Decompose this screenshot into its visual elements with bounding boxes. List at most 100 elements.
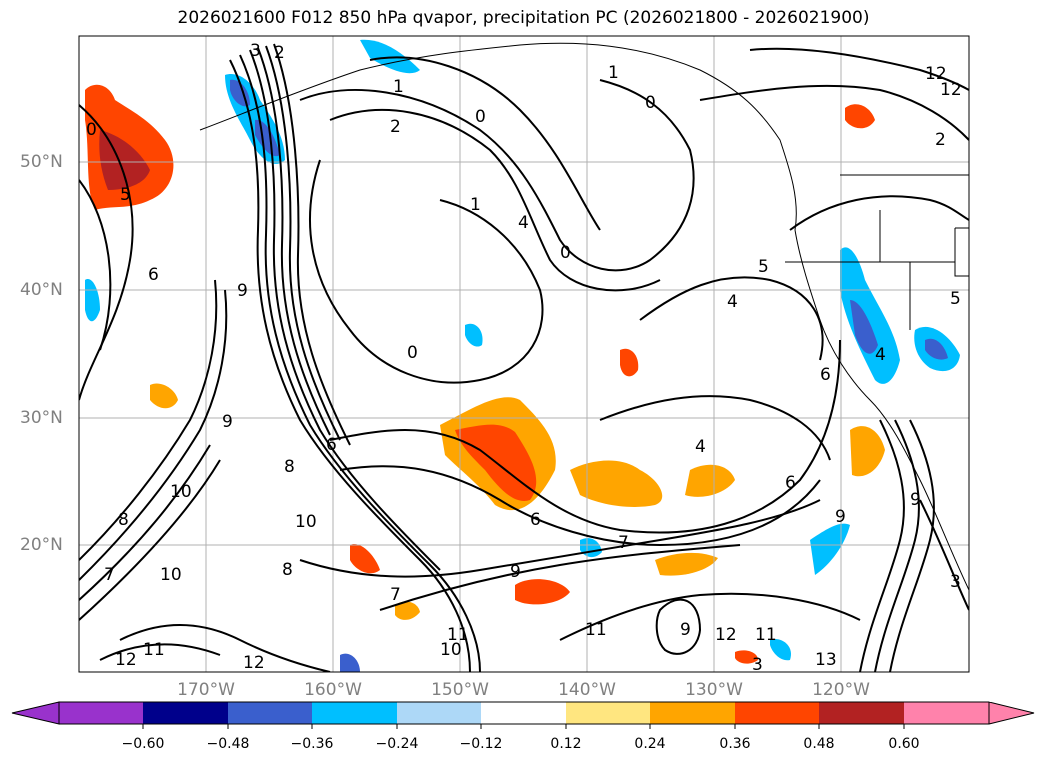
colorbar-tick-label: −0.36 xyxy=(290,736,334,752)
contour-label: 10 xyxy=(295,512,317,532)
contour-label: 12 xyxy=(715,625,737,645)
precip-patch xyxy=(570,460,663,507)
contour-label: 12 xyxy=(243,653,265,673)
colorbar-tick-label: −0.12 xyxy=(459,736,503,752)
map-title: 2026021600 F012 850 hPa qvapor, precipit… xyxy=(177,8,870,28)
precip-patch xyxy=(655,552,718,576)
colorbar xyxy=(11,701,1035,729)
contour-label: 9 xyxy=(510,562,521,582)
precip-patch xyxy=(770,639,791,661)
colorbar-tick-label: −0.48 xyxy=(206,736,250,752)
contour-label: 7 xyxy=(390,585,401,605)
lon-label-170w: 170°W xyxy=(177,680,235,700)
contour-label: 0 xyxy=(407,343,418,363)
contour-label: 3 xyxy=(950,572,961,592)
colorbar-segment xyxy=(312,702,397,724)
contour-label: 0 xyxy=(645,93,656,113)
contour-label: 5 xyxy=(950,289,961,309)
precip-patch xyxy=(685,464,735,497)
contour-label: 1 xyxy=(393,77,404,97)
lon-label-130w: 130°W xyxy=(685,680,743,700)
lon-label-140w: 140°W xyxy=(558,680,616,700)
contour-label: 2 xyxy=(274,43,285,63)
contour-label: 6 xyxy=(148,265,159,285)
contour-label: 7 xyxy=(618,533,629,553)
contour-label: 11 xyxy=(585,620,607,640)
precip-patch xyxy=(395,601,420,620)
contour-label: 6 xyxy=(785,473,796,493)
contour-label: 9 xyxy=(237,281,248,301)
contour-label: 1 xyxy=(608,63,619,83)
contour-label: 9 xyxy=(835,507,846,527)
colorbar-tick-label: 0.48 xyxy=(803,736,835,752)
contour-label: 10 xyxy=(160,565,182,585)
colorbar-tick-label: 0.24 xyxy=(634,736,666,752)
qvapor-contours xyxy=(79,43,969,672)
contour-label: 3 xyxy=(250,41,261,61)
contour-label: 6 xyxy=(326,435,337,455)
colorbar-segment xyxy=(650,702,735,724)
contour-label: 4 xyxy=(875,345,886,365)
colorbar-segment xyxy=(12,702,59,724)
contour-labels: 3 2 1 0 2 1 0 4 0 1 2 0 9 6 6 5 4 6 9 10… xyxy=(86,41,962,675)
lat-label-50n: 50°N xyxy=(20,152,63,172)
colorbar-tick-label: 0.36 xyxy=(719,736,751,752)
contour-label: 0 xyxy=(86,120,97,140)
contour-label: 8 xyxy=(282,560,293,580)
contour-label: 4 xyxy=(695,437,706,457)
contour-label: 1 xyxy=(470,195,481,215)
contour-label: 6 xyxy=(530,510,541,530)
colorbar-segment xyxy=(989,702,1034,724)
precip-patch xyxy=(840,247,900,384)
precip-patch xyxy=(360,39,420,74)
precip-patch xyxy=(150,383,178,409)
contour-label: 9 xyxy=(222,412,233,432)
contour-label: 5 xyxy=(758,257,769,277)
colorbar-segment xyxy=(819,702,904,724)
contour-label: 6 xyxy=(820,365,831,385)
contour-label: 0 xyxy=(475,107,486,127)
colorbar-tick-label: −0.24 xyxy=(375,736,419,752)
colorbar-segment xyxy=(481,702,566,724)
contour-label: 9 xyxy=(910,490,921,510)
contour-label: 8 xyxy=(284,457,295,477)
precip-patch xyxy=(845,104,875,129)
colorbar-segment xyxy=(228,702,312,724)
contour-label: 2 xyxy=(935,130,946,150)
lat-label-40n: 40°N xyxy=(20,280,63,300)
contour-label: 4 xyxy=(518,213,529,233)
contour-label: 3 xyxy=(752,655,763,675)
contour-label: 12 xyxy=(925,64,947,84)
colorbar-tick-label: −0.60 xyxy=(121,736,165,752)
precip-patch xyxy=(810,523,850,575)
lon-label-120w: 120°W xyxy=(812,680,870,700)
colorbar-segment xyxy=(59,702,143,724)
contour-label: 8 xyxy=(118,510,129,530)
precip-patch xyxy=(515,579,570,605)
coastlines xyxy=(199,42,969,591)
precip-patch xyxy=(340,653,360,672)
colorbar-segment xyxy=(904,702,989,724)
contour-label: 4 xyxy=(727,292,738,312)
precip-patch xyxy=(850,300,878,354)
colorbar-tick-label: 0.60 xyxy=(888,736,920,752)
colorbar-segment xyxy=(397,702,481,724)
lat-lon-grid xyxy=(79,36,969,672)
contour-label: 12 xyxy=(115,650,137,670)
contour-label: 2 xyxy=(390,117,401,137)
colorbar-segment xyxy=(566,702,650,724)
precip-patch xyxy=(350,544,380,574)
lon-label-160w: 160°W xyxy=(304,680,362,700)
contour-label: 7 xyxy=(104,565,115,585)
contour-label: 11 xyxy=(447,625,469,645)
lat-label-20n: 20°N xyxy=(20,535,63,555)
colorbar-tick-label: 0.12 xyxy=(550,736,582,752)
lat-label-30n: 30°N xyxy=(20,408,63,428)
contour-label: 11 xyxy=(143,640,165,660)
contour-label: 9 xyxy=(680,620,691,640)
colorbar-segment xyxy=(143,702,228,724)
precip-patch xyxy=(465,323,483,347)
precip-shading xyxy=(85,39,960,672)
contour-label: 10 xyxy=(440,640,462,660)
